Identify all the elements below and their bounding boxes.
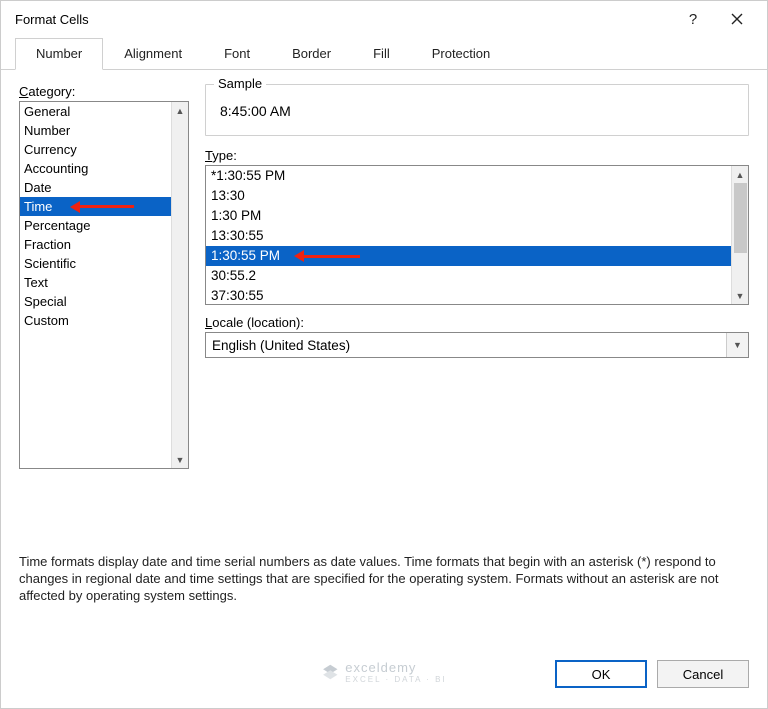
logo-icon: [321, 663, 339, 681]
help-button[interactable]: ?: [671, 4, 715, 34]
tab-fill[interactable]: Fill: [352, 38, 411, 70]
description-text: Time formats display date and time seria…: [19, 553, 749, 604]
locale-label: Locale (location):: [205, 315, 749, 330]
scroll-down-icon[interactable]: ▼: [172, 451, 188, 468]
tab-font[interactable]: Font: [203, 38, 271, 70]
sample-value: 8:45:00 AM: [218, 99, 736, 123]
category-item[interactable]: Scientific: [20, 254, 188, 273]
type-item[interactable]: 37:30:55: [206, 286, 748, 305]
chevron-down-icon[interactable]: ▼: [726, 333, 748, 357]
category-item[interactable]: Number: [20, 121, 188, 140]
window-title: Format Cells: [15, 12, 671, 27]
scroll-thumb[interactable]: [734, 183, 747, 253]
scroll-down-icon[interactable]: ▼: [732, 287, 748, 304]
category-item[interactable]: Fraction: [20, 235, 188, 254]
sample-label: Sample: [214, 76, 266, 91]
sample-group: Sample 8:45:00 AM: [205, 84, 749, 136]
type-item[interactable]: 1:30 PM: [206, 206, 748, 226]
watermark: exceldemy EXCEL · DATA · BI: [321, 660, 446, 684]
category-item[interactable]: Custom: [20, 311, 188, 330]
category-item[interactable]: Accounting: [20, 159, 188, 178]
locale-select[interactable]: English (United States) ▼: [205, 332, 749, 358]
scroll-up-icon[interactable]: ▲: [172, 102, 188, 119]
type-listbox[interactable]: *1:30:55 PM13:301:30 PM13:30:551:30:55 P…: [205, 165, 749, 305]
annotation-arrow: [70, 201, 134, 213]
close-icon: [731, 13, 743, 25]
annotation-arrow: [294, 250, 360, 262]
tab-number[interactable]: Number: [15, 38, 103, 70]
type-item[interactable]: 30:55.2: [206, 266, 748, 286]
close-button[interactable]: [715, 4, 759, 34]
tab-border[interactable]: Border: [271, 38, 352, 70]
category-item[interactable]: General: [20, 102, 188, 121]
cancel-button[interactable]: Cancel: [657, 660, 749, 688]
type-item[interactable]: 13:30:55: [206, 226, 748, 246]
category-item[interactable]: Currency: [20, 140, 188, 159]
scrollbar[interactable]: ▲ ▼: [731, 166, 748, 304]
category-label: Category:: [19, 84, 189, 99]
scroll-up-icon[interactable]: ▲: [732, 166, 748, 183]
type-item[interactable]: *1:30:55 PM: [206, 166, 748, 186]
category-item[interactable]: Date: [20, 178, 188, 197]
scrollbar[interactable]: ▲ ▼: [171, 102, 188, 468]
category-listbox[interactable]: GeneralNumberCurrencyAccountingDateTimeP…: [19, 101, 189, 469]
tab-bar: Number Alignment Font Border Fill Protec…: [1, 37, 767, 70]
locale-value: English (United States): [212, 338, 350, 353]
category-item[interactable]: Special: [20, 292, 188, 311]
ok-button[interactable]: OK: [555, 660, 647, 688]
type-item[interactable]: 1:30:55 PM: [206, 246, 748, 266]
category-item[interactable]: Text: [20, 273, 188, 292]
type-item[interactable]: 13:30: [206, 186, 748, 206]
tab-alignment[interactable]: Alignment: [103, 38, 203, 70]
tab-protection[interactable]: Protection: [411, 38, 512, 70]
category-item[interactable]: Percentage: [20, 216, 188, 235]
type-label: Type:: [205, 148, 749, 163]
category-item[interactable]: Time: [20, 197, 188, 216]
